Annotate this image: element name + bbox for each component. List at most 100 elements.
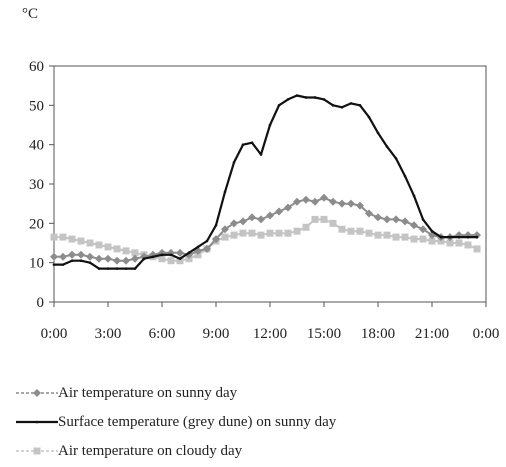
data-point <box>338 225 346 233</box>
data-point <box>104 243 112 251</box>
data-point <box>410 221 418 230</box>
data-point <box>212 235 220 244</box>
data-point <box>257 215 265 224</box>
data-point <box>97 267 101 270</box>
data-point <box>176 257 184 265</box>
data-point <box>401 217 409 226</box>
legend-item: Air temperature on sunny day <box>14 380 336 409</box>
data-point <box>401 233 409 241</box>
data-point <box>86 239 94 247</box>
data-point <box>295 94 299 97</box>
data-point <box>365 209 373 218</box>
data-point <box>266 229 274 237</box>
x-tick-label: 0:00 <box>473 326 500 342</box>
series-1 <box>52 94 479 270</box>
data-point <box>158 248 166 257</box>
data-point <box>113 256 121 265</box>
x-tick-label: 3:00 <box>95 326 122 342</box>
data-point <box>385 145 389 148</box>
legend-label: Surface temperature (grey dune) on sunny… <box>58 413 337 430</box>
y-tick-label: 30 <box>29 177 44 193</box>
y-tick-label: 50 <box>29 98 44 114</box>
data-point <box>331 104 335 107</box>
data-point <box>187 251 191 255</box>
data-point <box>59 233 67 241</box>
data-point <box>95 254 103 263</box>
data-point <box>122 247 130 255</box>
data-point <box>338 199 346 208</box>
y-tick-label: 60 <box>29 59 44 75</box>
data-point <box>196 245 200 249</box>
x-tick-label: 9:00 <box>203 326 230 342</box>
data-point <box>33 388 41 397</box>
data-point <box>293 197 301 206</box>
legend-label: Air temperature on cloudy day <box>58 442 243 459</box>
data-point <box>464 241 472 249</box>
data-point <box>205 239 209 243</box>
legend-swatch <box>16 447 58 455</box>
data-point <box>239 229 247 237</box>
data-point <box>439 235 443 239</box>
plot-frame <box>53 65 487 303</box>
data-point <box>410 235 418 243</box>
legend-item: Surface temperature (grey dune) on sunny… <box>14 409 336 438</box>
x-tick-label: 6:00 <box>149 326 176 342</box>
data-point <box>358 104 362 107</box>
data-point <box>329 197 337 206</box>
data-point <box>266 211 274 220</box>
data-point <box>77 237 85 245</box>
data-point <box>221 225 229 234</box>
data-point <box>35 420 39 423</box>
data-point <box>347 199 355 208</box>
data-point <box>277 104 281 107</box>
data-point <box>473 245 481 253</box>
data-point <box>230 219 238 228</box>
data-point <box>356 227 364 235</box>
y-tick-label: 20 <box>29 216 44 232</box>
data-point <box>257 231 265 239</box>
data-point <box>248 213 256 222</box>
data-point <box>232 161 236 164</box>
data-point <box>302 223 310 231</box>
data-point <box>68 250 76 259</box>
series-line <box>54 94 477 270</box>
data-point <box>115 267 119 270</box>
data-point <box>131 254 139 263</box>
data-point <box>320 193 328 202</box>
data-point <box>376 131 380 135</box>
legend-swatch <box>16 388 58 397</box>
data-point <box>475 235 479 239</box>
data-point <box>250 141 254 144</box>
data-point <box>340 106 344 109</box>
data-point <box>322 98 326 101</box>
data-point <box>239 217 247 226</box>
data-point <box>68 235 76 243</box>
data-point <box>293 227 301 235</box>
data-point <box>419 225 427 234</box>
data-point <box>311 197 319 206</box>
series-2 <box>50 215 481 265</box>
data-point <box>367 115 371 119</box>
data-point <box>466 235 470 239</box>
data-point <box>151 255 155 259</box>
y-tick-label: 0 <box>37 295 45 311</box>
data-point <box>178 257 182 261</box>
y-unit-label: °C <box>22 6 39 22</box>
data-point <box>419 235 427 243</box>
data-point <box>383 215 391 224</box>
data-point <box>77 250 85 259</box>
x-tick-label: 0:00 <box>41 326 68 342</box>
data-point <box>383 231 391 239</box>
data-point <box>446 239 454 247</box>
data-point <box>275 207 283 216</box>
data-point <box>356 201 364 210</box>
data-point <box>122 256 130 265</box>
x-tick-label: 18:00 <box>361 326 395 342</box>
data-point <box>286 98 290 101</box>
data-point <box>248 229 256 237</box>
x-tick-label: 15:00 <box>307 326 341 342</box>
data-point <box>167 248 175 257</box>
data-point <box>61 263 65 266</box>
data-point <box>33 447 41 455</box>
